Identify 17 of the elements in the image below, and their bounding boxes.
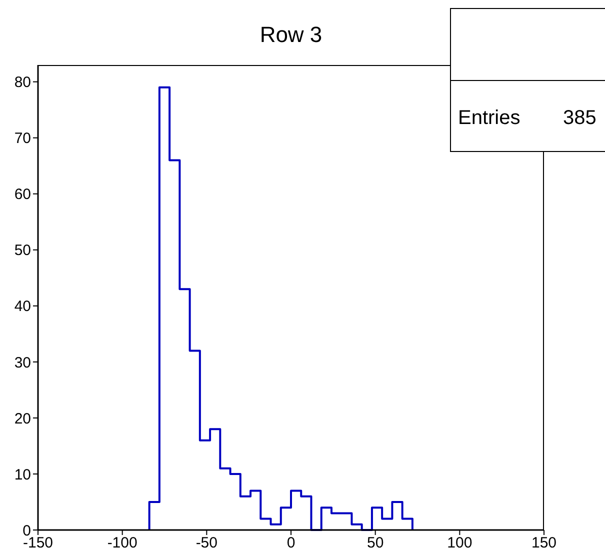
x-tick-label: -50 [196,534,218,551]
y-tick-label: 60 [14,186,31,204]
chart-title: Row 3 [258,22,324,48]
y-tick-label: 20 [14,410,31,428]
annotation: Entries [458,107,520,130]
y-tick-label: 40 [14,298,31,316]
x-tick-label: 50 [366,534,384,551]
stats-box: Entries 385 [450,8,605,152]
x-tick-label: 100 [447,534,472,551]
y-tick-label: 10 [14,466,31,484]
y-tick-label: 30 [14,354,31,372]
x-tick-label: 150 [531,534,557,551]
y-tick-label: 50 [14,242,31,260]
x-tick-label: -100 [107,534,138,551]
y-tick-label: 80 [14,74,31,92]
x-tick-label: 0 [286,534,296,551]
y-tick-label: 70 [14,130,31,148]
